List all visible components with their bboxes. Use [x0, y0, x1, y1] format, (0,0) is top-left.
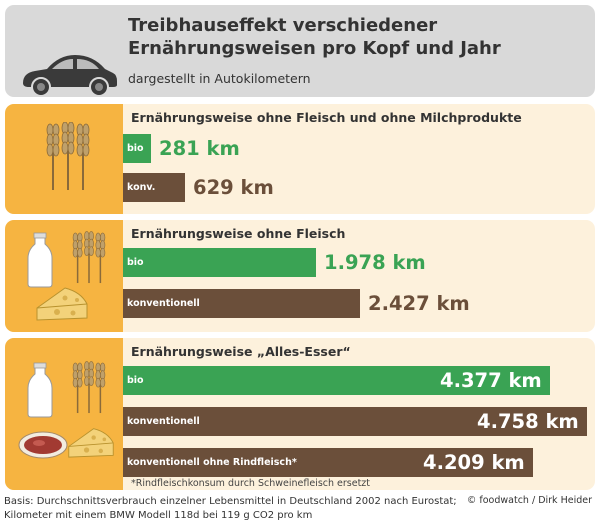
bar-label: bio	[127, 257, 144, 268]
bar-conventional: konv.	[123, 173, 185, 202]
page-subtitle: dargestellt in Autokilometern	[128, 71, 311, 86]
wheat-icon	[46, 122, 90, 190]
bar-value: 4.758 km	[477, 410, 579, 433]
source-note: Basis: Durchschnittsverbrauch einzelner …	[4, 495, 500, 523]
milk-bottle-icon	[27, 362, 53, 418]
wheat-icon	[72, 361, 106, 414]
panel-omnivore: Ernährungsweise „Alles-Esser“ bio 4.377 …	[5, 338, 595, 490]
bar-conventional: konventionell	[123, 289, 360, 318]
panel-title: Ernährungsweise ohne Fleisch	[131, 226, 346, 241]
bar-value: 2.427 km	[368, 292, 470, 315]
wheat-icon	[72, 231, 106, 284]
panel-title: Ernährungsweise „Alles-Esser“	[131, 344, 351, 359]
cheese-icon	[68, 428, 114, 458]
bar-value: 281 km	[159, 137, 240, 160]
bar-value: 4.377 km	[440, 369, 542, 392]
bar-value: 4.209 km	[423, 451, 525, 474]
bar-conventional-no-beef: konventionell ohne Rindfleisch*	[123, 448, 533, 477]
credit: © foodwatch / Dirk Heider	[466, 495, 592, 506]
bar-value: 629 km	[193, 176, 274, 199]
footnote: *Rindfleischkonsum durch Schweinefleisch…	[131, 478, 371, 489]
car-icon	[23, 55, 117, 97]
bar-bio: bio	[123, 248, 316, 277]
bar-label: konventionell ohne Rindfleisch*	[127, 457, 297, 468]
panel-vegan: Ernährungsweise ohne Fleisch und ohne Mi…	[5, 104, 595, 214]
panel-title: Ernährungsweise ohne Fleisch und ohne Mi…	[131, 110, 522, 125]
header-box: Treibhauseffekt verschiedener Ernährungs…	[5, 5, 595, 97]
bar-label: bio	[127, 143, 144, 154]
bar-label: bio	[127, 375, 144, 386]
meat-icon	[18, 431, 68, 459]
bar-bio: bio	[123, 134, 151, 163]
bar-label: konventionell	[127, 298, 200, 309]
bar-label: konventionell	[127, 416, 200, 427]
bar-label: konv.	[127, 182, 156, 193]
bar-bio: bio	[123, 366, 550, 395]
source-line-2: Kilometer mit einem BMW Modell 118d bei …	[4, 510, 313, 521]
cheese-icon	[36, 287, 88, 321]
page-title: Treibhauseffekt verschiedener Ernährungs…	[128, 15, 501, 59]
milk-bottle-icon	[27, 232, 53, 288]
bar-conventional: konventionell	[123, 407, 587, 436]
panel-vegetarian: Ernährungsweise ohne Fleisch bio 1.978 k…	[5, 220, 595, 332]
bar-value: 1.978 km	[324, 251, 426, 274]
source-line-1: Basis: Durchschnittsverbrauch einzelner …	[4, 496, 457, 507]
